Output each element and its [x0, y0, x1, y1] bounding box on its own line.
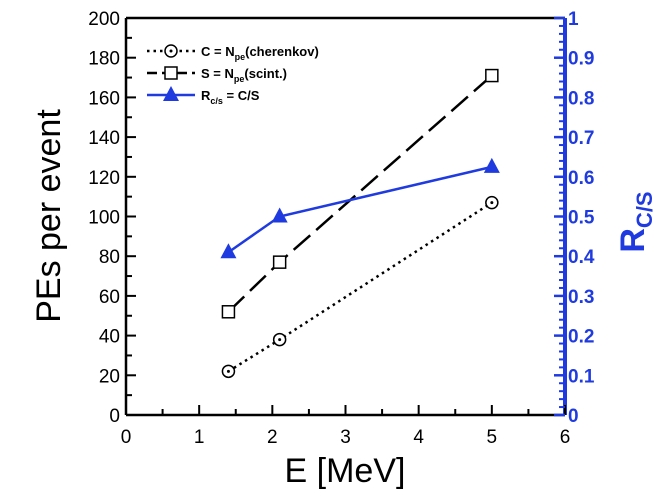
data-point-triangle: [220, 243, 237, 259]
legend-label: C = Npe(cherenkov): [201, 44, 319, 62]
y2-tick-label: 0: [568, 406, 579, 427]
x-tick-label: 2: [267, 427, 278, 448]
y-tick-label: 60: [99, 287, 120, 308]
series-line: [227, 74, 493, 313]
data-point-square: [485, 68, 499, 83]
y-tick-label: 180: [88, 49, 120, 70]
y2-tick-label: 0.1: [568, 366, 595, 387]
y2-axis-title-main: R: [614, 228, 652, 253]
y2-axis-title-sub: C/S: [632, 191, 657, 228]
y-tick-label: 120: [88, 168, 120, 189]
data-point-center-dot: [490, 201, 494, 205]
data-point-triangle: [483, 157, 500, 173]
y2-axis-title: RC/S: [614, 191, 657, 252]
data-point-square: [164, 66, 178, 80]
y2-tick-label: 0.4: [568, 247, 595, 268]
series-line: [227, 165, 493, 254]
x-axis-title: E [MeV]: [285, 452, 406, 490]
y2-tick-label: 0.8: [568, 88, 594, 109]
series-line: [227, 201, 493, 373]
y-tick-label: 140: [88, 128, 120, 149]
y2-tick-label: 0.9: [568, 49, 594, 70]
x-tick-label: 0: [121, 427, 132, 448]
y-tick-label: 160: [88, 88, 120, 109]
x-tick-label: 1: [194, 427, 205, 448]
y2-tick-label: 0.5: [568, 208, 595, 229]
legend-item-2: Rc/s = C/S: [147, 86, 260, 106]
series-1: [221, 68, 499, 319]
y-tick-label: 200: [88, 9, 120, 30]
y2-tick-label: 0.7: [568, 128, 594, 149]
series-layer: [220, 68, 500, 379]
x-tick-label: 4: [413, 427, 424, 448]
x-tick-label: 6: [560, 427, 571, 448]
legend: C = Npe(cherenkov) S = Npe(scint.) Rc/s = …: [147, 44, 319, 106]
y2-tick-label: 0.6: [568, 168, 594, 189]
y-tick-label: 100: [88, 208, 120, 229]
data-point-square: [221, 305, 236, 319]
y-tick-label: 20: [99, 366, 120, 387]
data-point-triangle: [163, 86, 179, 101]
legend-label: Rc/s = C/S: [201, 88, 260, 106]
legend-label: S = Npe(scint.): [201, 66, 287, 84]
legend-item-0: C = Npe(cherenkov): [147, 44, 319, 62]
series-2: [220, 157, 500, 259]
axis-layer: 0 1 2 3 4 5 602040608010012014016018020000.10.…: [88, 9, 595, 448]
y2-tick-label: 0.3: [568, 287, 594, 308]
x-tick-label: 5: [487, 427, 498, 448]
data-point-triangle: [271, 207, 288, 223]
data-point-center-dot: [169, 49, 173, 53]
y2-tick-label: 1: [568, 9, 579, 30]
legend-item-1: S = Npe(scint.): [147, 66, 287, 84]
y-tick-label: 80: [99, 247, 120, 268]
data-point-center-dot: [226, 369, 230, 373]
y2-tick-label: 0.2: [568, 327, 594, 348]
series-0: [221, 195, 499, 379]
plot-frame-layer: [124, 16, 567, 417]
x-tick-label: 3: [340, 427, 351, 448]
data-point-center-dot: [278, 338, 282, 342]
y-tick-label: 0: [109, 406, 120, 427]
y-axis-title: PEs per event: [30, 109, 68, 323]
y-tick-label: 40: [99, 327, 120, 348]
data-point-square: [272, 255, 287, 269]
